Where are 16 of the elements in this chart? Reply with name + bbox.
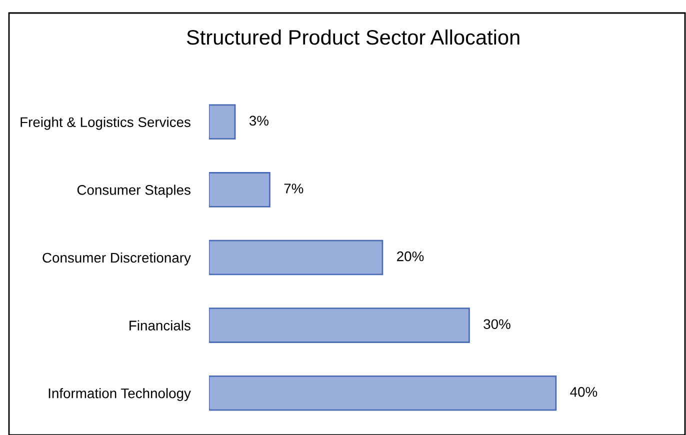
y-tick-label: Financials (130, 320, 190, 330)
bar (209, 308, 470, 343)
y-tick-label: Information Technology (48, 388, 191, 402)
bar (209, 375, 557, 411)
y-tick-label: Freight & Logistics Services (20, 116, 190, 130)
data-label: 30% (484, 319, 510, 330)
bar (209, 104, 236, 140)
data-label: 20% (397, 251, 424, 262)
bar (209, 172, 270, 208)
y-tick-label: Consumer Staples (77, 184, 190, 198)
data-label: 7% (284, 184, 304, 194)
bar (209, 240, 384, 276)
data-label: 3% (249, 116, 268, 126)
chart-title: Structured Product Sector Allocation (186, 29, 520, 45)
y-tick-label: Consumer Discretionary (42, 252, 191, 266)
data-label: 40% (570, 386, 598, 397)
